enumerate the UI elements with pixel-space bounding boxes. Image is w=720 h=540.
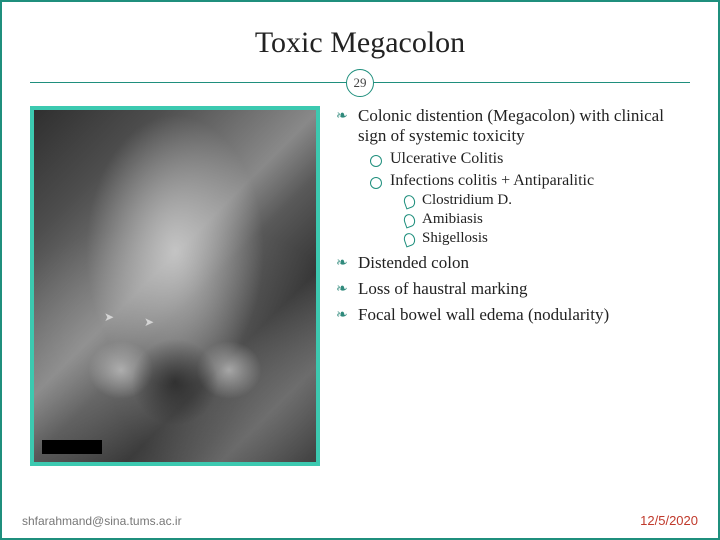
xray-corner-label [42,440,102,454]
bullet-item: Ulcerative Colitis [370,150,690,168]
footer-email: shfarahmand@sina.tums.ac.ir [22,514,182,528]
bullet-column: Colonic distention (Megacolon) with clin… [336,106,690,466]
bullet-item: Distended colon [336,253,690,273]
bullet-list-lvl3: Clostridium D. Amibiasis Shigellosis [404,192,690,247]
bullet-text: Shigellosis [422,230,488,246]
xray-marker-icon: ➤ [104,310,114,325]
slide-frame: Toxic Megacolon 29 ➤ ➤ Colonic distentio… [0,0,720,540]
xray-image: ➤ ➤ [30,106,320,466]
bullet-text: Amibiasis [422,211,483,227]
bullet-text: Loss of haustral marking [358,279,528,298]
title-divider: 29 [30,68,690,98]
content-row: ➤ ➤ Colonic distention (Megacolon) with … [30,106,690,466]
bullet-item: Shigellosis [404,230,690,247]
bullet-item: Focal bowel wall edema (nodularity) [336,305,690,325]
slide-title: Toxic Megacolon [30,26,690,60]
bullet-text: Focal bowel wall edema (nodularity) [358,305,609,324]
bullet-text: Ulcerative Colitis [390,150,503,167]
bullet-item: Infections colitis + Antiparalitic Clost… [370,172,690,247]
bullet-list-lvl2: Ulcerative Colitis Infections colitis + … [370,150,690,247]
slide-number: 29 [346,69,374,97]
xray-marker-icon: ➤ [144,315,154,330]
footer-date: 12/5/2020 [640,513,698,528]
bullet-text: Clostridium D. [422,192,512,208]
bullet-item: Colonic distention (Megacolon) with clin… [336,106,690,247]
bullet-text: Colonic distention (Megacolon) with clin… [358,106,664,145]
xray-pelvis-shadow [85,322,265,442]
bullet-list-lvl1: Colonic distention (Megacolon) with clin… [336,106,690,325]
bullet-text: Infections colitis + Antiparalitic [390,172,594,189]
bullet-item: Amibiasis [404,211,690,228]
bullet-item: Loss of haustral marking [336,279,690,299]
bullet-text: Distended colon [358,253,469,272]
bullet-item: Clostridium D. [404,192,690,209]
